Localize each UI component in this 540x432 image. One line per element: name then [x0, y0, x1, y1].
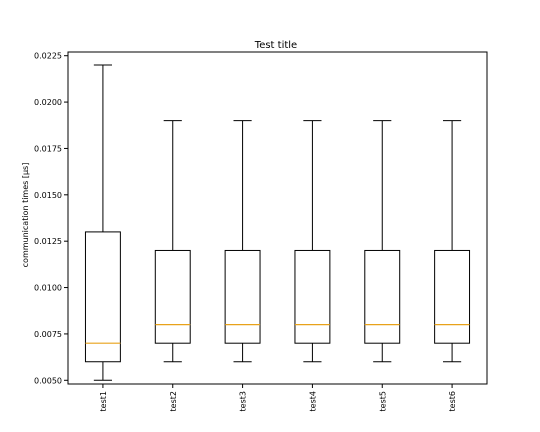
y-axis-label: communication times [µs] — [21, 163, 30, 268]
y-tick-label: 0.0100 — [34, 284, 62, 293]
y-tick-label: 0.0225 — [34, 52, 62, 61]
y-tick-label: 0.0150 — [34, 191, 62, 200]
plot-area: 0.0050 0.0075 0.0100 0.0125 0.0150 0.0175 0.02… — [34, 51, 488, 411]
y-tick-label: 0.0200 — [34, 98, 62, 107]
x-tick-label: test6 — [448, 391, 457, 411]
x-tick-label: test1 — [99, 391, 108, 411]
x-tick-label: test5 — [378, 391, 387, 411]
y-tick-label: 0.0175 — [34, 144, 62, 153]
x-tick-label: test4 — [308, 391, 317, 411]
x-tick-label: test3 — [239, 391, 248, 411]
x-tick-label: test2 — [169, 391, 178, 411]
plot-frame — [67, 51, 488, 385]
y-tick-label: 0.0050 — [34, 376, 62, 385]
y-tick-label: 0.0075 — [34, 330, 62, 339]
chart-title: Test title — [254, 40, 297, 51]
y-tick-label: 0.0125 — [34, 237, 62, 246]
